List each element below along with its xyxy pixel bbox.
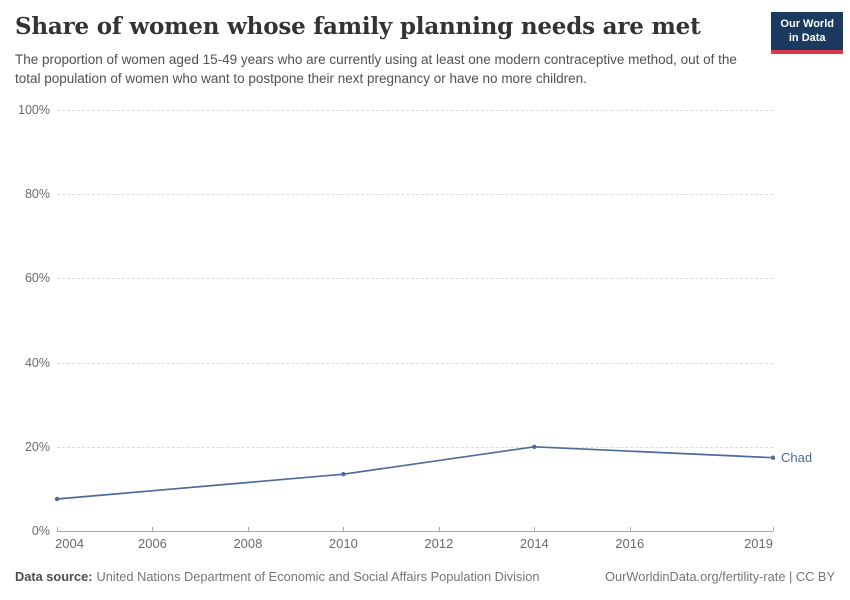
x-axis-label-2008: 2008 bbox=[233, 536, 263, 551]
x-axis-label-2012: 2012 bbox=[424, 536, 454, 551]
gridline-60 bbox=[57, 278, 773, 280]
data-source-value: United Nations Department of Economic an… bbox=[96, 569, 540, 584]
chart-title: Share of women whose family planning nee… bbox=[15, 13, 701, 40]
data-source: Data source: United Nations Department of… bbox=[15, 569, 539, 584]
x-axis-tick-2004 bbox=[57, 527, 58, 531]
line-chad[interactable] bbox=[56, 445, 774, 500]
owid-logo-line1: Our World bbox=[780, 18, 834, 30]
x-axis-label-2004: 2004 bbox=[55, 536, 84, 551]
x-axis-tick-2019 bbox=[773, 527, 774, 531]
owid-logo[interactable]: Our World in Data bbox=[771, 12, 843, 54]
attribution-link[interactable]: OurWorldinData.org/fertility-rate | CC B… bbox=[605, 569, 835, 584]
x-axis-tick-2012 bbox=[439, 527, 440, 531]
chart-subtitle: The proportion of women aged 15-49 years… bbox=[15, 52, 737, 87]
x-axis-tick-2014 bbox=[534, 527, 535, 531]
y-axis-label-20: 20% bbox=[24, 439, 50, 454]
owid-logo-line2: in Data bbox=[788, 31, 826, 44]
y-axis-label-40: 40% bbox=[24, 355, 50, 370]
x-axis-tick-2008 bbox=[248, 527, 249, 531]
y-axis-label-80: 80% bbox=[24, 187, 50, 202]
y-axis-label-100: 100% bbox=[18, 103, 50, 117]
y-axis-label-0: 0% bbox=[31, 524, 50, 538]
gridline-40 bbox=[57, 362, 773, 364]
gridline-20 bbox=[57, 446, 773, 448]
x-axis-tick-2016 bbox=[630, 527, 631, 531]
x-axis-label-2014: 2014 bbox=[519, 536, 549, 551]
gridline-100 bbox=[57, 110, 773, 111]
data-point-2010[interactable] bbox=[341, 472, 346, 477]
gridline-80 bbox=[57, 194, 773, 196]
x-axis-line bbox=[57, 531, 773, 532]
y-axis-label-60: 60% bbox=[24, 271, 50, 286]
x-axis-label-2006: 2006 bbox=[137, 536, 167, 551]
data-point-2004[interactable] bbox=[54, 496, 60, 502]
series-label-chad[interactable]: Chad bbox=[781, 449, 813, 465]
x-axis-label-2019: 2019 bbox=[744, 536, 773, 551]
x-axis-label-2010: 2010 bbox=[328, 536, 358, 551]
x-axis-tick-2006 bbox=[152, 527, 153, 531]
chart-footer: Data source: United Nations Department of… bbox=[15, 569, 835, 584]
data-point-2014[interactable] bbox=[532, 444, 537, 449]
x-axis-tick-2010 bbox=[343, 527, 344, 531]
data-source-label: Data source: bbox=[15, 569, 93, 584]
x-axis-label-2016: 2016 bbox=[615, 536, 645, 551]
data-point-2019[interactable] bbox=[770, 455, 776, 460]
